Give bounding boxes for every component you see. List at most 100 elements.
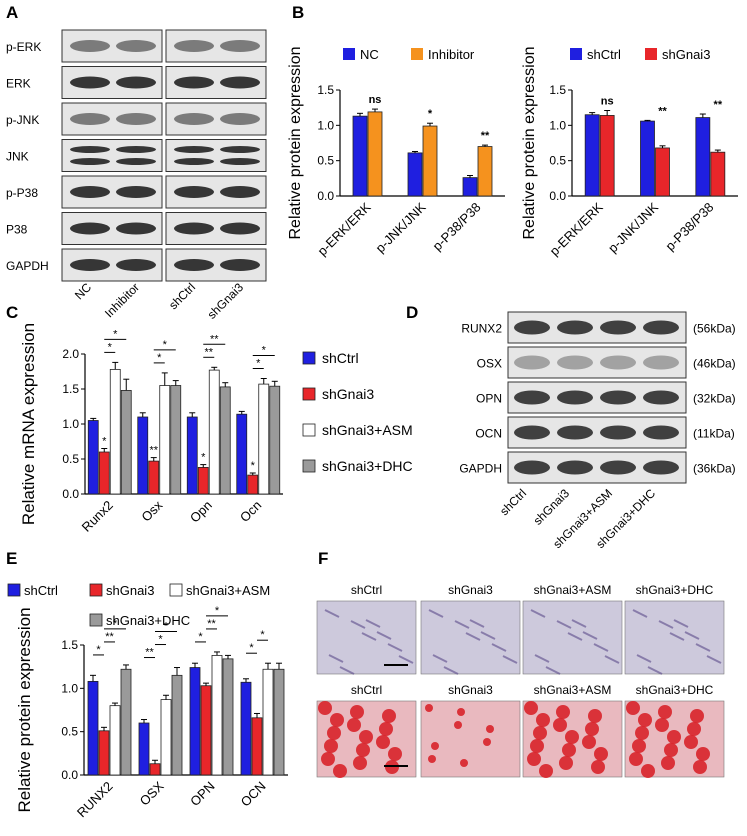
bar: [200, 685, 212, 776]
cell-stroke: [673, 619, 689, 628]
bar: [222, 658, 234, 776]
significance-label: ns: [369, 94, 382, 106]
y-tick-label: 0.5: [62, 452, 79, 466]
bar: [240, 681, 252, 776]
legend-swatch: [302, 423, 316, 437]
mineral-nodule: [690, 709, 704, 723]
image-title: shCtrl: [351, 683, 382, 697]
blot-band: [70, 113, 110, 125]
blot-band: [220, 76, 260, 89]
blot-band: [116, 222, 156, 235]
blot-row-label: P38: [6, 223, 28, 237]
blot-row-label: JNK: [6, 150, 29, 164]
cell-stroke: [684, 631, 700, 640]
blot-band: [643, 320, 679, 335]
y-tick-label: 1.0: [317, 118, 334, 132]
bar: [407, 152, 423, 197]
bar: [208, 369, 220, 495]
cell-stroke: [443, 666, 459, 675]
mineral-nodule: [626, 701, 640, 715]
image-title: shGnai3: [448, 683, 493, 697]
bar: [219, 386, 231, 495]
cell-stroke: [647, 666, 663, 675]
mineral-nodule: [333, 764, 347, 778]
alp-stain-image: [522, 600, 623, 675]
x-tick-label: OPN: [187, 779, 218, 810]
panel-label-b: B: [292, 3, 304, 22]
blot-band: [220, 259, 260, 271]
mineral-nodule: [635, 726, 649, 740]
mineral-nodule: [658, 705, 672, 719]
mineral-nodule: [585, 722, 599, 736]
significance-label: *: [157, 352, 162, 364]
x-tick-label: Opn: [187, 498, 215, 526]
significance-label: **: [145, 647, 154, 659]
mineral-nodule: [539, 764, 553, 778]
bar: [367, 111, 383, 197]
significance-label: *: [201, 452, 206, 464]
cell-stroke: [339, 666, 355, 675]
cell-stroke: [632, 609, 648, 618]
blot-band: [557, 460, 593, 475]
blot-band: [174, 146, 214, 153]
blot-band: [514, 390, 550, 405]
blot-band: [70, 76, 110, 89]
panel-f-staining-images: shCtrl shGnai3 shGnai3+ASM shGnai3+DHC shCtr…: [316, 583, 725, 778]
mineral-nodule: [327, 726, 341, 740]
x-tick-label: p-JNK/JNK: [373, 199, 429, 255]
x-tick-label: p-JNK/JNK: [605, 199, 661, 255]
significance-label: *: [215, 605, 220, 617]
mineral-nodule: [696, 747, 710, 761]
legend-swatch: [7, 583, 21, 597]
blot-band: [174, 158, 214, 165]
blot-band: [220, 146, 260, 153]
mineral-nodule: [428, 755, 436, 763]
legend-swatch: [169, 583, 183, 597]
y-tick-label: 0.0: [62, 487, 79, 501]
mineral-nodule: [591, 760, 605, 774]
image-title: shGnai3+DHC: [636, 683, 714, 697]
y-axis-label: Relative protein expression: [15, 607, 34, 812]
x-tick-label: Osx: [138, 497, 165, 524]
y-tick-label: 1.0: [62, 417, 79, 431]
mineral-nodule: [382, 709, 396, 723]
x-tick-label: p-P38/P38: [430, 200, 484, 254]
mineral-nodule: [687, 722, 701, 736]
blot-row-label: OCN: [475, 427, 502, 441]
cell-stroke: [365, 619, 381, 628]
bar: [695, 117, 711, 197]
blot-band: [600, 355, 636, 370]
cell-stroke: [428, 609, 444, 618]
mineral-nodule: [376, 735, 390, 749]
significance-label: *: [260, 629, 265, 641]
mineral-nodule: [664, 743, 678, 757]
significance-label: *: [158, 634, 163, 646]
cell-stroke: [556, 620, 572, 629]
image-title: shGnai3: [448, 583, 493, 597]
mineral-nodule: [684, 735, 698, 749]
x-tick-label: p-ERK/ERK: [314, 199, 373, 258]
mineral-nodule: [318, 701, 332, 715]
mineral-nodule: [483, 738, 491, 746]
legend-label: shGnai3: [322, 386, 374, 402]
blot-band: [70, 259, 110, 271]
significance-label: *: [163, 339, 168, 351]
cell-stroke: [387, 643, 403, 652]
significance-label: *: [251, 460, 256, 472]
blot-band: [116, 158, 156, 165]
bar: [98, 730, 110, 776]
y-tick-label: 0.5: [549, 154, 566, 168]
blot-band: [514, 355, 550, 370]
panel-label-a: A: [6, 3, 18, 22]
mineral-nodule: [457, 708, 465, 716]
blot-lane-label: NC: [72, 280, 94, 302]
bar: [137, 416, 149, 495]
mineral-nodule: [536, 713, 550, 727]
blot-band: [514, 460, 550, 475]
mineral-nodule: [356, 743, 370, 757]
bar: [422, 125, 438, 197]
blot-band: [514, 425, 550, 440]
blot-row-label: p-JNK: [6, 113, 39, 127]
panel-a-western-blot: p-ERK ERK p-JNK JNK p-P38 P38 GAPDH NC Inhibitor…: [6, 29, 267, 322]
mineral-nodule: [559, 756, 573, 770]
